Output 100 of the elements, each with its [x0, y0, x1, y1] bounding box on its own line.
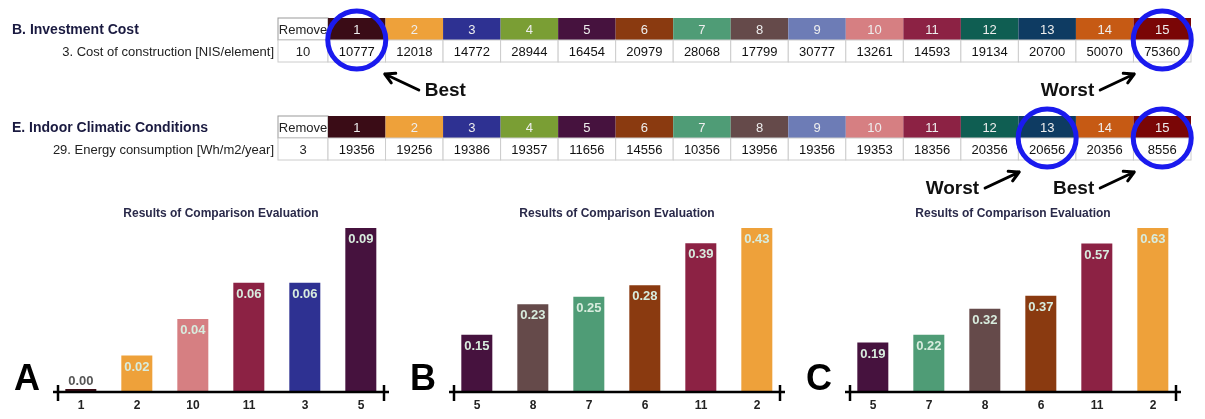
x-tick-label: 11 [694, 397, 708, 412]
data-label: 30777 [798, 44, 836, 59]
x-tick-label: 13 [1039, 120, 1055, 135]
x-tick-label: 9 [813, 22, 821, 37]
x-tick-label: 2 [410, 22, 418, 37]
x-tick-label: 14 [1097, 120, 1112, 135]
y-tick-label: 3. Cost of construction [NIS/element] [62, 43, 274, 59]
y-tick-label: 29. Energy consumption [Wh/m2/year] [52, 141, 274, 157]
data-label: 28944 [511, 44, 548, 59]
x-tick-label: 15 [1155, 22, 1170, 37]
bar [573, 296, 605, 392]
x-tick-label: 8 [755, 120, 764, 135]
x-tick-label: 2 [410, 120, 418, 135]
data-label: 0.02 [124, 358, 150, 374]
data-label: 0.06 [292, 285, 318, 301]
x-tick-label: 6 [1037, 397, 1045, 412]
x-tick-label: 4 [525, 120, 533, 135]
data-label: 50070 [1086, 44, 1123, 59]
bar [629, 285, 661, 392]
x-tick-label: 11 [925, 22, 939, 37]
annotation: Best [1053, 177, 1095, 198]
x-tick-label: 5 [583, 22, 591, 37]
x-tick-label: 6 [640, 120, 649, 135]
x-tick-label: 2 [133, 397, 141, 412]
data-label: 0.06 [236, 285, 262, 301]
chart-title: Results of Comparison Evaluation [518, 206, 716, 220]
data-label: 8556 [1147, 142, 1177, 157]
bar [461, 334, 493, 392]
x-tick-label: 10 [867, 120, 882, 135]
x-tick-label: 2 [1149, 397, 1157, 412]
bar [345, 228, 377, 392]
data-label: 0.00 [68, 373, 94, 388]
x-tick-label: 12 [982, 120, 997, 135]
x-tick-label: 7 [585, 397, 593, 412]
x-tick-label: 5 [357, 397, 365, 412]
data-label: 20356 [971, 142, 1008, 157]
data-label: 0.57 [1084, 246, 1110, 262]
bar [517, 304, 549, 392]
data-label: 28068 [683, 44, 721, 59]
data-label: 0.43 [744, 231, 770, 246]
annotation: Worst [925, 177, 980, 198]
data-label: 17799 [741, 44, 778, 59]
data-label: 0.15 [464, 337, 490, 353]
text: Remove [278, 120, 328, 135]
bar [1025, 295, 1057, 392]
data-label: 0.19 [860, 345, 886, 361]
x-tick-label: 1 [353, 120, 361, 135]
text: B. Investment Cost [12, 21, 140, 37]
data-label: 19356 [798, 142, 836, 157]
data-label: 0.39 [688, 246, 714, 262]
bar [741, 228, 773, 392]
x-tick-label: 1 [77, 397, 85, 412]
data-label: 0.63 [1140, 231, 1166, 246]
x-tick-label: 5 [583, 120, 591, 135]
x-tick-label: 11 [1090, 397, 1104, 412]
data-label: 14556 [626, 142, 663, 157]
text: C [806, 357, 832, 398]
data-label: 13261 [856, 44, 893, 59]
data-label: 19134 [971, 44, 1008, 59]
x-tick-label: 1 [353, 22, 361, 37]
data-label: 11656 [569, 142, 605, 157]
x-tick-label: 5 [473, 397, 481, 412]
text: E. Indoor Climatic Conditions [12, 119, 209, 135]
text: 3 [299, 142, 307, 157]
bar [969, 308, 1001, 392]
x-tick-label: 7 [925, 397, 933, 412]
x-tick-label: 7 [698, 120, 706, 135]
x-tick-label: 8 [529, 397, 537, 412]
data-label: 20700 [1029, 44, 1066, 59]
annotation: Worst [1040, 79, 1095, 100]
bar [289, 282, 321, 392]
x-tick-label: 2 [753, 397, 761, 412]
text: B [410, 357, 436, 398]
text: 10 [295, 44, 311, 59]
data-label: 20656 [1029, 142, 1066, 157]
data-label: 19357 [511, 142, 548, 157]
x-tick-label: 15 [1155, 120, 1170, 135]
data-label: 19386 [453, 142, 490, 157]
data-label: 12018 [396, 44, 433, 59]
data-label: 19353 [856, 142, 893, 157]
text: Remove [278, 22, 328, 37]
data-label: 75360 [1144, 44, 1181, 59]
data-label: 19356 [338, 142, 375, 157]
chart-title: Results of Comparison Evaluation [914, 206, 1112, 220]
x-tick-label: 8 [981, 397, 989, 412]
x-tick-label: 13 [1039, 22, 1055, 37]
data-label: 18356 [914, 142, 951, 157]
chart-title: Results of Comparison Evaluation [122, 206, 320, 220]
x-tick-label: 3 [468, 120, 476, 135]
data-label: 20356 [1086, 142, 1123, 157]
data-label: 14593 [914, 44, 951, 59]
x-tick-label: 3 [468, 22, 476, 37]
x-tick-label: 6 [640, 22, 649, 37]
x-tick-label: 9 [813, 120, 821, 135]
data-label: 16454 [568, 44, 605, 59]
data-label: 10356 [683, 142, 721, 157]
bar [1137, 228, 1169, 392]
x-tick-label: 8 [755, 22, 764, 37]
x-tick-label: 14 [1097, 22, 1112, 37]
data-label: 13956 [741, 142, 778, 157]
